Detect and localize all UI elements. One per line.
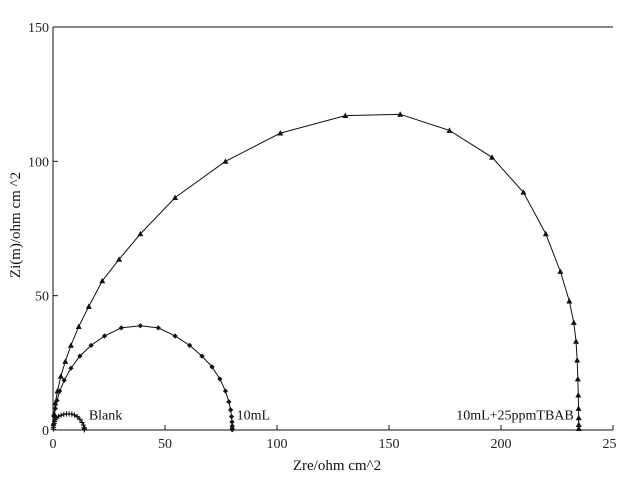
data-point (228, 407, 234, 413)
data-point (199, 353, 205, 359)
data-point (573, 338, 580, 344)
data-point (172, 333, 178, 339)
data-point (88, 342, 94, 348)
data-point (71, 412, 78, 418)
data-point (56, 413, 62, 419)
data-point (51, 413, 57, 420)
data-point (50, 422, 57, 428)
data-point (342, 112, 349, 119)
data-point (575, 421, 582, 428)
data-point (566, 298, 573, 304)
data-point (229, 427, 235, 433)
y-tick-label: 150 (28, 21, 49, 36)
data-point (570, 319, 577, 325)
data-point (155, 325, 161, 331)
data-point (52, 405, 58, 412)
data-point (57, 373, 64, 379)
y-tick-label: 0 (42, 424, 49, 439)
series-line (53, 113, 580, 429)
data-point (58, 412, 64, 418)
data-point (74, 413, 80, 420)
data-point (446, 127, 453, 133)
data-point (116, 256, 123, 262)
data-point (187, 342, 193, 348)
data-point (75, 323, 82, 329)
data-point (397, 111, 404, 117)
data-point (101, 333, 108, 339)
data-point (54, 397, 60, 404)
x-tick-label: 200 (491, 437, 512, 452)
x-tick-label: 50 (158, 437, 172, 452)
series-label: 10mL+25ppmTBAB (456, 408, 574, 423)
x-tick-label: 100 (267, 437, 288, 452)
data-point (222, 388, 229, 394)
data-point (62, 358, 69, 364)
data-point (226, 399, 232, 405)
data-point (137, 323, 143, 329)
data-point (574, 357, 581, 363)
data-point (77, 416, 83, 422)
data-point (51, 410, 58, 417)
data-point (575, 392, 582, 398)
y-axis-label: Zi(m)/ohm cm ^2 (8, 172, 24, 278)
data-point (542, 230, 549, 237)
data-point (575, 405, 582, 411)
annotation-layer: Blank 10mL 10mL+25ppmTBAB (89, 408, 574, 423)
data-point (222, 158, 229, 164)
tick-layer: 0 50 100 150 200 250 0 50 100 150 (28, 21, 617, 452)
data-point (489, 154, 496, 160)
data-point (574, 375, 581, 382)
data-point (557, 268, 564, 274)
data-point (277, 130, 284, 136)
data-point (61, 377, 67, 383)
x-tick-label: 250 (603, 437, 617, 452)
data-point (228, 413, 235, 420)
data-point (575, 414, 582, 421)
y-tick-label: 100 (28, 155, 49, 170)
data-point (229, 419, 235, 425)
x-tick-label: 150 (379, 437, 400, 452)
data-point (172, 194, 179, 201)
data-point (52, 400, 59, 406)
series-line (52, 325, 233, 430)
data-point (99, 277, 106, 284)
data-point (77, 353, 83, 359)
data-point (81, 427, 87, 433)
x-axis-label: Zre/ohm cm^2 (293, 458, 381, 474)
data-point (137, 230, 144, 237)
data-point (79, 419, 85, 426)
plot-frame (52, 26, 613, 431)
data-point (520, 189, 527, 195)
data-point (209, 364, 215, 370)
data-point (575, 425, 582, 432)
x-tick-label: 0 (50, 437, 57, 452)
series-label: 10mL (237, 408, 270, 423)
data-point (69, 411, 75, 417)
data-point (217, 376, 223, 382)
data-point (118, 325, 124, 331)
data-point (61, 411, 67, 418)
data-point (54, 388, 61, 394)
data-point (68, 365, 74, 371)
data-point (85, 303, 92, 309)
series-2 (51, 111, 582, 432)
series-layer (50, 111, 582, 433)
series-label: Blank (89, 408, 122, 423)
y-tick-label: 50 (35, 290, 49, 305)
series-1 (50, 323, 235, 433)
data-point (67, 342, 74, 348)
